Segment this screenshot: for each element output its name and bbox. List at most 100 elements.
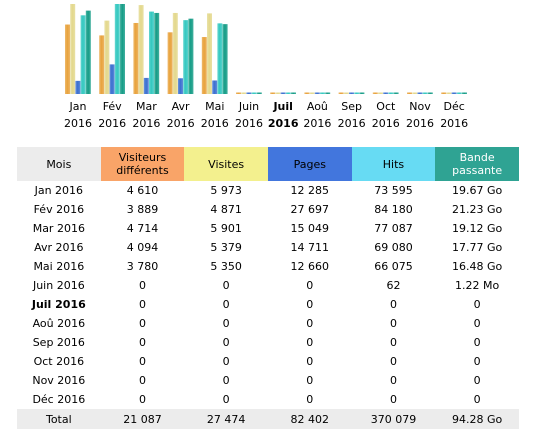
- bar-visiteurs-différents-6: [270, 92, 276, 94]
- cell-hits: 0: [389, 374, 397, 387]
- bar-bande-passante-4: [222, 24, 228, 95]
- table-row: Fév 2016 3 889 4 871 27 697 84 180 21.23 Go: [17, 200, 519, 219]
- cell-month: Mai 2016: [33, 260, 85, 273]
- bar-visites-1: [104, 20, 110, 94]
- bar-hits-10: [422, 92, 428, 94]
- cell-visits: 5 350: [210, 260, 242, 273]
- bar-pages-0: [75, 80, 81, 94]
- cell-pages: 82 402: [267, 409, 352, 429]
- table-row: Jan 2016 4 610 5 973 12 285 73 595 19.67 Go: [17, 181, 519, 200]
- cell-visits: 0: [222, 336, 230, 349]
- bar-pages-6: [280, 92, 286, 94]
- cell-month: Sep 2016: [32, 336, 85, 349]
- cell-visits: 0: [222, 355, 230, 368]
- bar-bande-passante-2: [154, 12, 160, 95]
- x-tick-label: Avr: [172, 100, 190, 113]
- x-tick-label: 2016: [201, 117, 229, 130]
- monthly-stats-table: Mois Visiteurs différents Visites Pages H…: [17, 147, 519, 429]
- bar-visites-9: [378, 92, 383, 94]
- x-tick-label: 2016: [64, 117, 92, 130]
- cell-pages: 12 285: [290, 184, 330, 197]
- header-visits: Visites: [184, 147, 268, 181]
- cell-month: Mar 2016: [32, 222, 85, 235]
- cell-hits: 69 080: [374, 241, 413, 254]
- cell-visits: 0: [222, 374, 230, 387]
- cell-pages: 14 711: [290, 241, 330, 254]
- x-tick-label: Fév: [103, 100, 122, 113]
- bar-visites-8: [343, 92, 349, 94]
- bar-visiteurs-différents-4: [201, 37, 207, 94]
- x-tick-label: 2016: [268, 117, 299, 130]
- bar-hits-8: [354, 92, 360, 94]
- bar-hits-5: [251, 92, 257, 94]
- table-row: Oct 2016 0 0 0 0 0: [17, 352, 519, 371]
- cell-bandwidth: 16.48 Go: [452, 260, 503, 273]
- bar-pages-11: [451, 92, 457, 94]
- bar-visiteurs-différents-10: [407, 92, 412, 94]
- cell-visitors: 0: [138, 355, 146, 368]
- table-total-row: Total 21 087 27 474 82 402 370 079 94.28 Go: [17, 409, 519, 429]
- x-tick-label: Sep: [341, 100, 362, 113]
- cell-visits: 5 973: [210, 184, 242, 197]
- bar-visites-11: [446, 92, 452, 94]
- header-hits: Hits: [351, 147, 436, 181]
- cell-visitors: 3 780: [126, 260, 159, 273]
- cell-visitors: 0: [138, 279, 146, 292]
- bar-pages-5: [246, 92, 252, 94]
- cell-month: Déc 2016: [32, 393, 86, 406]
- cell-month: Nov 2016: [32, 374, 86, 387]
- cell-visitors: 0: [138, 374, 146, 387]
- bar-hits-7: [320, 92, 325, 94]
- bar-visiteurs-différents-1: [99, 35, 105, 94]
- cell-pages: 27 697: [290, 203, 330, 216]
- bar-pages-4: [212, 80, 218, 94]
- table-header-row: Mois Visiteurs différents Visites Pages H…: [17, 147, 519, 181]
- bar-bande-passante-11: [462, 92, 467, 94]
- bar-pages-7: [314, 92, 320, 94]
- cell-bandwidth: 19.12 Go: [452, 222, 503, 235]
- cell-bandwidth: 0: [473, 355, 481, 368]
- cell-pages: 0: [306, 317, 314, 330]
- cell-hits: 0: [389, 355, 397, 368]
- cell-month: Avr 2016: [34, 241, 84, 254]
- x-tick-label: Mai: [205, 100, 224, 113]
- table-row: Nov 2016 0 0 0 0 0: [17, 371, 519, 390]
- monthly-bar-chart: Jan 2016 Fév 2016 Mar 2016 Avr 2016 Mai 2016 Juin 2…: [64, 4, 468, 130]
- bar-pages-2: [143, 77, 149, 94]
- bar-visites-0: [70, 4, 76, 94]
- header-unique-visitors: Visiteurs différents: [100, 147, 185, 181]
- cell-month: Oct 2016: [33, 355, 85, 368]
- bar-pages-9: [383, 92, 389, 94]
- cell-hits: 66 075: [374, 260, 413, 273]
- table-row: Sep 2016 0 0 0 0 0: [17, 333, 519, 352]
- cell-hits: 62: [386, 279, 401, 292]
- cell-bandwidth: 0: [473, 393, 481, 406]
- bar-bande-passante-10: [427, 92, 433, 94]
- bar-visiteurs-différents-5: [236, 92, 241, 94]
- cell-bandwidth: 0: [473, 298, 481, 311]
- bar-visites-2: [138, 5, 144, 94]
- bar-bande-passante-8: [359, 92, 365, 94]
- x-tick-label: Juil: [272, 100, 292, 113]
- cell-month: Aoû 2016: [32, 317, 86, 330]
- bar-pages-3: [178, 78, 183, 94]
- bar-visiteurs-différents-3: [167, 32, 173, 94]
- x-tick-label: Juin: [238, 100, 259, 113]
- x-tick-label: 2016: [338, 117, 366, 130]
- bar-bande-passante-0: [85, 10, 91, 95]
- bar-visites-6: [275, 92, 281, 94]
- bar-hits-1: [114, 4, 120, 94]
- cell-visits: 0: [222, 393, 230, 406]
- cell-pages: 0: [306, 336, 314, 349]
- x-tick-label: Jan: [69, 100, 87, 113]
- header-month: Mois: [17, 147, 101, 181]
- bar-visites-10: [412, 92, 418, 94]
- x-tick-label: 2016: [132, 117, 160, 130]
- x-tick-label: Nov: [409, 100, 431, 113]
- bar-visites-4: [207, 13, 212, 94]
- x-tick-label: 2016: [98, 117, 126, 130]
- cell-visits: 0: [222, 298, 230, 311]
- cell-pages: 0: [306, 298, 314, 311]
- cell-pages: 0: [306, 374, 314, 387]
- x-tick-label: 2016: [303, 117, 331, 130]
